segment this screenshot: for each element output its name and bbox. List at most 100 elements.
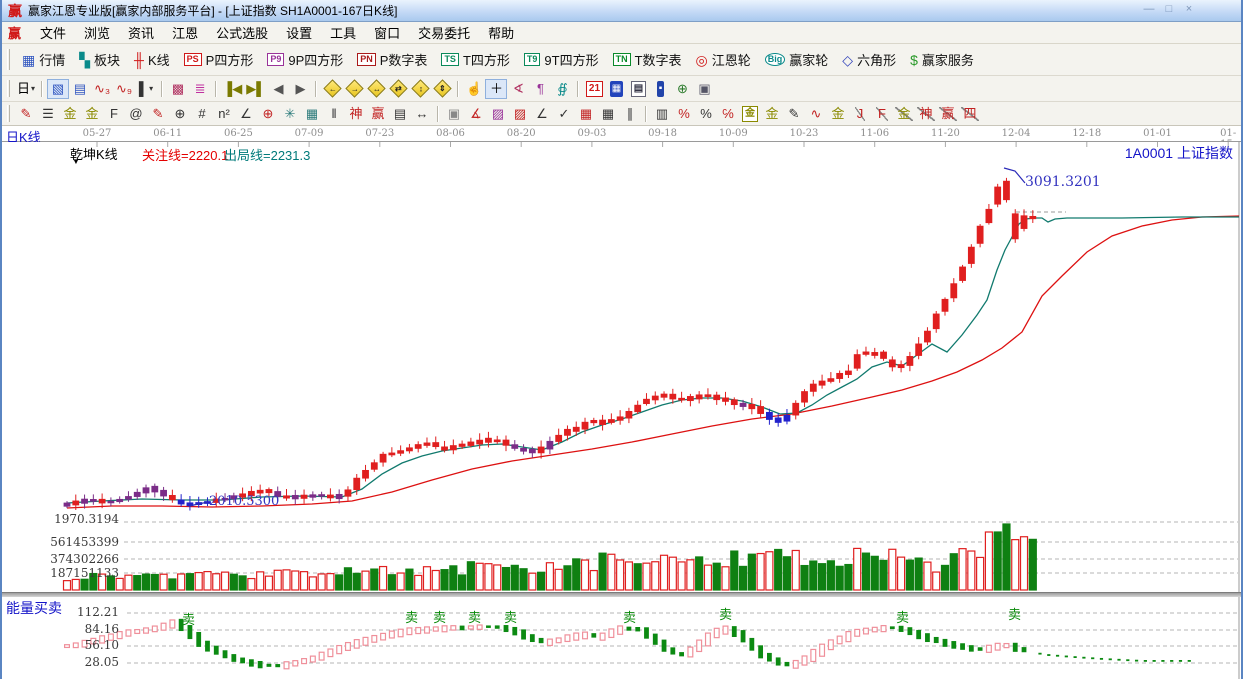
nav-tool-last-bar[interactable]: ▶▌ [244, 79, 267, 99]
close-button[interactable]: × [1185, 3, 1193, 15]
nav-tool-calculator[interactable]: ▦ [605, 79, 627, 99]
draw-tool-pct-retrace[interactable]: % [673, 104, 695, 124]
toolbar-button-quotes[interactable]: ▦ 行情 [15, 47, 72, 72]
draw-tool-pct-lines[interactable]: ℅ [717, 104, 739, 124]
chevron-down-icon[interactable]: ▼ [72, 157, 80, 166]
draw-tool-gann-box[interactable]: ▣ [443, 104, 465, 124]
toolbar-button-winner-service[interactable]: $ 赢家服务 [903, 47, 981, 72]
nav-tool-save[interactable]: ▪ [649, 79, 671, 99]
draw-tool-shen-tool[interactable]: 神 [345, 104, 367, 124]
nav-tool-next-bar[interactable]: ▶ [289, 79, 311, 99]
nav-tool-compress-v[interactable]: ↕ [409, 79, 431, 99]
draw-tool-target-circle[interactable]: ⊕ [257, 104, 279, 124]
draw-tool-grid-web[interactable]: ▦ [301, 104, 323, 124]
nav-tool-info-panel[interactable]: ▤ [69, 79, 91, 99]
draw-tool-gold-section-2[interactable]: 金 [81, 104, 103, 124]
nav-tool-wave-9[interactable]: ∿₉ [113, 79, 135, 99]
nav-tool-expand-v[interactable]: ⇕ [431, 79, 453, 99]
draw-tool-red-pen[interactable]: ✎ [15, 104, 37, 124]
draw-tool-wave-tool[interactable]: ∿ [805, 104, 827, 124]
indicator-name[interactable]: 能量买卖 [6, 600, 62, 616]
draw-tool-n-square[interactable]: n² [213, 104, 235, 124]
nav-tool-export[interactable]: ⊕ [671, 79, 693, 99]
nav-tool-period-selector[interactable]: 日 ▾ [15, 79, 37, 99]
draw-tool-pct-hlines[interactable]: ☰ [37, 104, 59, 124]
nav-tool-wave-3[interactable]: ∿₃ [91, 79, 113, 99]
draw-tool-check-lines[interactable]: ✓ [553, 104, 575, 124]
draw-tool-percent[interactable]: % [695, 104, 717, 124]
menu-item-1[interactable]: 浏览 [84, 26, 111, 41]
nav-tool-crosshair[interactable]: ＋ [485, 78, 508, 99]
toolbar-button-t-square[interactable]: TS T四方形 [434, 47, 516, 72]
indicator-pane[interactable]: 能量买卖 112.21 84.16 56.10 28.05 卖卖卖卖卖卖卖卖卖 [2, 597, 1241, 679]
draw-tool-fan-box-red[interactable]: ▨ [509, 104, 531, 124]
nav-tool-pan-hand[interactable]: ☝ [463, 79, 485, 99]
draw-tool-gann-circle[interactable]: ⊕ [169, 104, 191, 124]
draw-tool-spiral[interactable]: @ [125, 104, 147, 124]
nav-tool-smart-tool[interactable]: ∯ [551, 79, 573, 99]
pane-splitter[interactable] [2, 592, 1241, 597]
draw-tool-trend-angle[interactable]: ∠ [531, 104, 553, 124]
draw-tool-fib-lines[interactable]: F [103, 104, 125, 124]
nav-tool-histogram[interactable]: ≣ [189, 79, 211, 99]
menu-item-8[interactable]: 交易委托 [418, 26, 471, 41]
toolbar-button-p-square[interactable]: PS P四方形 [177, 47, 261, 72]
draw-tool-fan-box[interactable]: ▨ [487, 104, 509, 124]
maximize-button[interactable]: □ [1165, 3, 1173, 15]
nav-tool-prev-bar[interactable]: ◀ [267, 79, 289, 99]
menu-item-2[interactable]: 资讯 [128, 26, 155, 41]
nav-tool-candle-style[interactable]: ▌ ▾ [135, 79, 157, 99]
menu-item-0[interactable]: 文件 [40, 26, 67, 41]
draw-tool-density-lines[interactable]: # [191, 104, 213, 124]
nav-tool-gann-tool[interactable]: ¶ [529, 79, 551, 99]
draw-tool-j-angle[interactable]: J [849, 104, 871, 124]
draw-tool-spider-web[interactable]: ✳ [279, 104, 301, 124]
toolbar-button-t9-square[interactable]: T9 9T四方形 [517, 47, 606, 72]
nav-tool-trend-map[interactable]: ▩ [167, 79, 189, 99]
menu-item-9[interactable]: 帮助 [488, 26, 515, 41]
draw-tool-grid-red[interactable]: ▦ [575, 104, 597, 124]
draw-tool-si-angle[interactable]: 四 [959, 104, 981, 124]
toolbar-button-p9-square[interactable]: P9 9P四方形 [260, 47, 350, 72]
nav-tool-first-bar[interactable]: ▐◀ [221, 79, 244, 99]
draw-tool-gold-hlines[interactable]: 金 [761, 104, 783, 124]
toolbar-button-p-number[interactable]: PN P数字表 [350, 47, 434, 72]
draw-tool-k-marks[interactable]: ‖ [323, 104, 345, 124]
draw-tool-parallel-lines[interactable]: ∥ [619, 104, 641, 124]
menu-item-5[interactable]: 设置 [286, 26, 313, 41]
nav-tool-zoom-left[interactable]: ← [321, 79, 343, 99]
draw-tool-ruler[interactable]: ▤ [389, 104, 411, 124]
nav-tool-calendar[interactable]: 21 [583, 79, 605, 99]
toolbar-button-kline[interactable]: ╫ K线 [127, 47, 177, 72]
toolbar-button-t-number[interactable]: TN T数字表 [606, 47, 689, 72]
main-chart-pane[interactable]: 乾坤K线 ▼ 关注线=2220.1 出局线=2231.3 1A0001 上证指数… [2, 142, 1241, 592]
menu-item-7[interactable]: 窗口 [374, 26, 401, 41]
draw-tool-fan-lines[interactable]: ∡ [465, 104, 487, 124]
draw-tool-price-grid[interactable]: ▥ [651, 104, 673, 124]
nav-tool-notepad[interactable]: ▤ [627, 79, 649, 99]
nav-tool-pattern[interactable]: ▧ [47, 78, 70, 99]
toolbar-button-winner-wheel[interactable]: Big 赢家轮 [758, 47, 836, 72]
menu-item-4[interactable]: 公式选股 [216, 26, 269, 41]
nav-tool-zoom-right[interactable]: → [343, 79, 365, 99]
draw-tool-grid-black[interactable]: ▦ [597, 104, 619, 124]
draw-tool-width-arrows[interactable]: ↔ [411, 104, 433, 124]
draw-tool-angle-lines[interactable]: ∠ [235, 104, 257, 124]
toolbar-button-sectors[interactable]: ▚ 板块 [72, 47, 127, 72]
menu-item-3[interactable]: 江恩 [172, 26, 199, 41]
nav-tool-compress-h[interactable]: ⇄ [387, 79, 409, 99]
draw-tool-pen-black[interactable]: ✎ [783, 104, 805, 124]
menu-item-6[interactable]: 工具 [330, 26, 357, 41]
overlay-name[interactable]: 乾坤K线 [70, 147, 118, 162]
draw-tool-ying-tool[interactable]: 赢 [367, 104, 389, 124]
minimize-button[interactable]: — [1143, 3, 1155, 15]
draw-tool-gold-angle[interactable]: 金 [893, 104, 915, 124]
toolbar-button-hexagon[interactable]: ◇ 六角形 [835, 47, 903, 72]
draw-tool-shen-angle[interactable]: 神 [915, 104, 937, 124]
toolbar-button-gann-wheel[interactable]: ◎ 江恩轮 [689, 47, 758, 72]
nav-tool-expand-h[interactable]: ↔ [365, 79, 387, 99]
nav-tool-sync-pc[interactable]: ▣ [693, 79, 715, 99]
draw-tool-f-angle[interactable]: F [871, 104, 893, 124]
nav-tool-angle-measure[interactable]: ∢ [507, 79, 529, 99]
draw-tool-red-pen-2[interactable]: ✎ [147, 104, 169, 124]
